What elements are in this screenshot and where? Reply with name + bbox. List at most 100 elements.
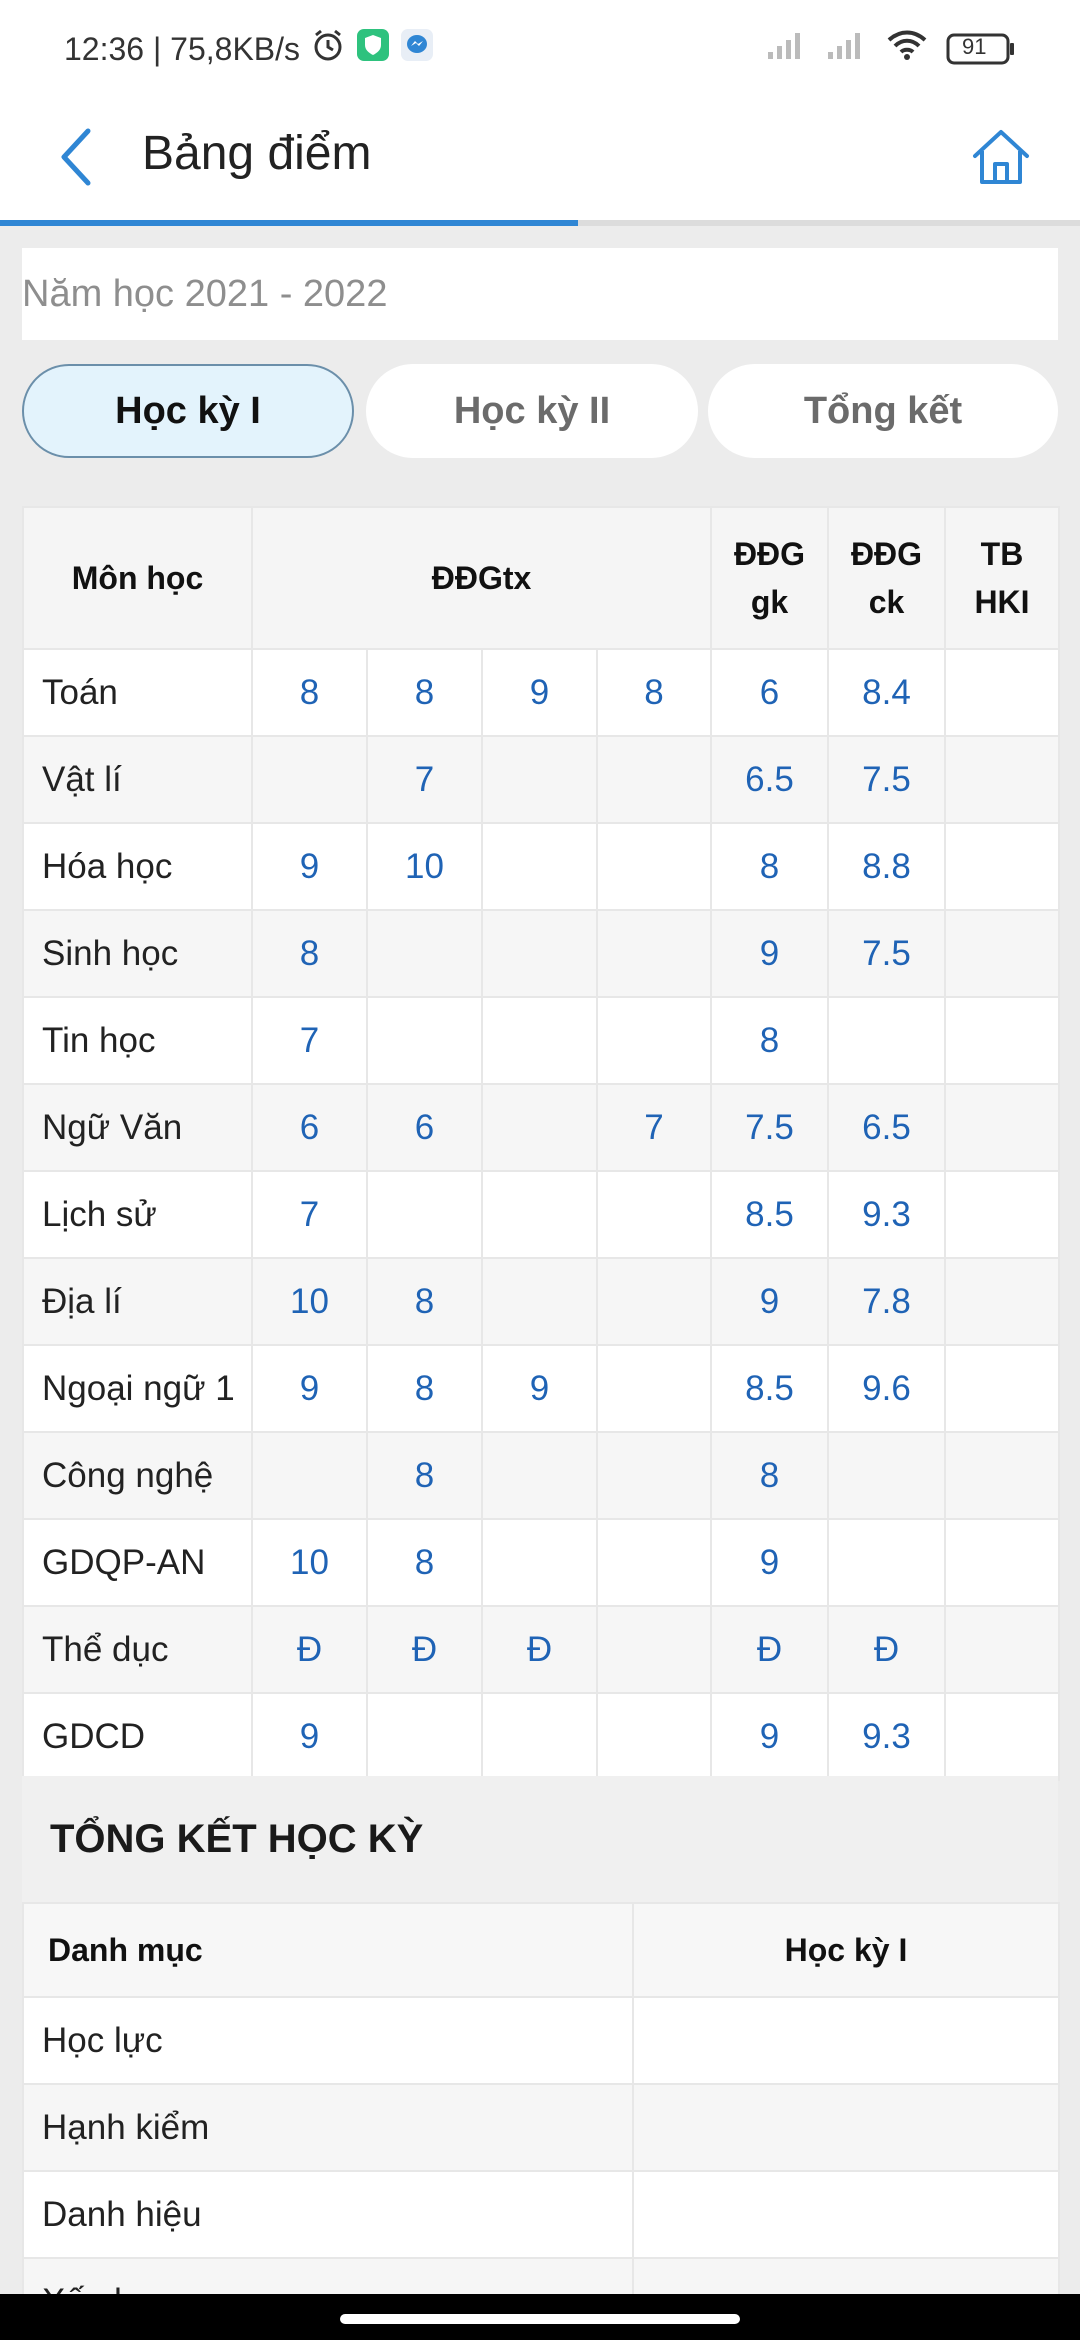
shield-app-icon — [356, 28, 390, 70]
alarm-clock-icon — [310, 27, 346, 71]
status-right: 91 — [766, 29, 1016, 69]
ddgck-cell: 8.4 — [827, 648, 946, 737]
tb-cell — [944, 1344, 1060, 1433]
ddgtx-cell: 8 — [596, 648, 712, 737]
ddgtx-cell — [596, 1518, 712, 1607]
summary-value-cell — [632, 2083, 1060, 2172]
ddgtx-cell — [481, 1431, 598, 1520]
subject-cell: Tin học — [22, 996, 253, 1085]
app-bar: Bảng điểm — [0, 98, 1080, 222]
subject-cell: Sinh học — [22, 909, 253, 998]
tb-cell — [944, 648, 1060, 737]
ddgck-cell — [827, 1431, 946, 1520]
page-progress-fill — [0, 220, 578, 226]
tb-cell — [944, 1518, 1060, 1607]
subject-cell: Ngữ Văn — [22, 1083, 253, 1172]
ddgtx-cell: 9 — [481, 648, 598, 737]
ddgtx-cell: 8 — [251, 909, 368, 998]
tab-hoc-ky-1[interactable]: Học kỳ I — [22, 364, 354, 458]
home-gesture-handle[interactable] — [340, 2314, 740, 2324]
subject-cell: Thể dục — [22, 1605, 253, 1694]
school-year-value: Năm học 2021 - 2022 — [22, 272, 388, 315]
ddgtx-cell: 7 — [251, 1170, 368, 1259]
ddgtx-cell: 7 — [366, 735, 483, 824]
ddgtx-cell — [481, 1257, 598, 1346]
grades-body: Toán 8 8 9 8 6 8.4 Vật lí 7 6.5 7.5 Hóa học 9 10 8 8.8 S… — [22, 648, 1060, 1781]
ddgtx-cell: Đ — [481, 1605, 598, 1694]
ddgtx-cell: 8 — [366, 648, 483, 737]
ddgtx-cell: 9 — [251, 822, 368, 911]
home-button[interactable] — [956, 114, 1046, 204]
tab-hoc-ky-2[interactable]: Học kỳ II — [366, 364, 698, 458]
table-row: Học lực — [22, 1996, 1060, 2085]
ddgtx-cell — [251, 1431, 368, 1520]
ddgck-cell: 7.5 — [827, 735, 946, 824]
ddgck-cell: 7.5 — [827, 909, 946, 998]
tab-label: Học kỳ I — [115, 389, 261, 432]
ddgtx-cell — [596, 1692, 712, 1781]
signal-icon — [766, 30, 808, 68]
col-header-ddggk: ĐĐG gk — [710, 506, 829, 650]
tb-cell — [944, 996, 1060, 1085]
ddgtx-cell: 9 — [481, 1344, 598, 1433]
ddgtx-cell — [596, 1170, 712, 1259]
subject-cell: GDQP-AN — [22, 1518, 253, 1607]
tab-label: Tổng kết — [803, 389, 963, 432]
ddgtx-cell — [366, 996, 483, 1085]
ddgtx-cell: 6 — [251, 1083, 368, 1172]
col-header-ddgtx: ĐĐGtx — [251, 506, 712, 650]
status-left: 12:36 | 75,8KB/s — [64, 27, 434, 71]
ddgck-cell: Đ — [827, 1605, 946, 1694]
table-row: Sinh học 8 9 7.5 — [22, 909, 1060, 998]
ddggk-cell: 8 — [710, 996, 829, 1085]
ddgtx-cell — [596, 1344, 712, 1433]
page-title: Bảng điểm — [142, 127, 372, 180]
ddgtx-cell — [251, 735, 368, 824]
ddgck-cell: 6.5 — [827, 1083, 946, 1172]
table-row: Tin học 7 8 — [22, 996, 1060, 1085]
ddgtx-cell — [596, 909, 712, 998]
tb-cell — [944, 909, 1060, 998]
messenger-icon — [400, 28, 434, 70]
ddgtx-cell — [481, 996, 598, 1085]
table-row: Toán 8 8 9 8 6 8.4 — [22, 648, 1060, 737]
subject-cell: Địa lí — [22, 1257, 253, 1346]
ddgtx-cell — [481, 1083, 598, 1172]
ddgtx-cell — [481, 735, 598, 824]
ddgtx-cell: 8 — [366, 1518, 483, 1607]
ddggk-cell: 6 — [710, 648, 829, 737]
ddggk-cell: 6.5 — [710, 735, 829, 824]
tab-tong-ket[interactable]: Tổng kết — [708, 364, 1058, 458]
ddgtx-cell: 10 — [251, 1257, 368, 1346]
ddggk-cell: Đ — [710, 1605, 829, 1694]
tb-cell — [944, 1692, 1060, 1781]
subject-cell: GDCD — [22, 1692, 253, 1781]
ddggk-cell: 7.5 — [710, 1083, 829, 1172]
school-year-select[interactable]: Năm học 2021 - 2022 — [22, 248, 1058, 340]
ddgtx-cell: 10 — [366, 822, 483, 911]
battery-level: 91 — [962, 34, 987, 59]
table-row: Địa lí 10 8 9 7.8 — [22, 1257, 1060, 1346]
ddgtx-cell: Đ — [251, 1605, 368, 1694]
ddgck-cell: 9.6 — [827, 1344, 946, 1433]
subject-cell: Lịch sử — [22, 1170, 253, 1259]
back-button[interactable] — [36, 116, 116, 202]
ddgtx-cell: 10 — [251, 1518, 368, 1607]
summary-label-cell: Danh hiệu — [22, 2170, 634, 2259]
chevron-left-icon — [56, 127, 96, 192]
summary-header-row: Danh mục Học kỳ I — [22, 1902, 1060, 1998]
table-row: Thể dục Đ Đ Đ Đ Đ — [22, 1605, 1060, 1694]
grades-table: Môn học ĐĐGtx ĐĐG gk ĐĐG ck TB HKI Toán 8… — [22, 506, 1060, 1781]
tb-cell — [944, 735, 1060, 824]
ddgtx-cell: 7 — [251, 996, 368, 1085]
ddgtx-cell: 8 — [366, 1344, 483, 1433]
tb-cell — [944, 1257, 1060, 1346]
system-nav-bar — [0, 2294, 1080, 2340]
ddggk-cell: 8.5 — [710, 1170, 829, 1259]
summary-title: TỔNG KẾT HỌC KỲ — [22, 1776, 1058, 1902]
tb-cell — [944, 822, 1060, 911]
table-row: Công nghệ 8 8 — [22, 1431, 1060, 1520]
subject-cell: Hóa học — [22, 822, 253, 911]
ddgtx-cell: 7 — [596, 1083, 712, 1172]
